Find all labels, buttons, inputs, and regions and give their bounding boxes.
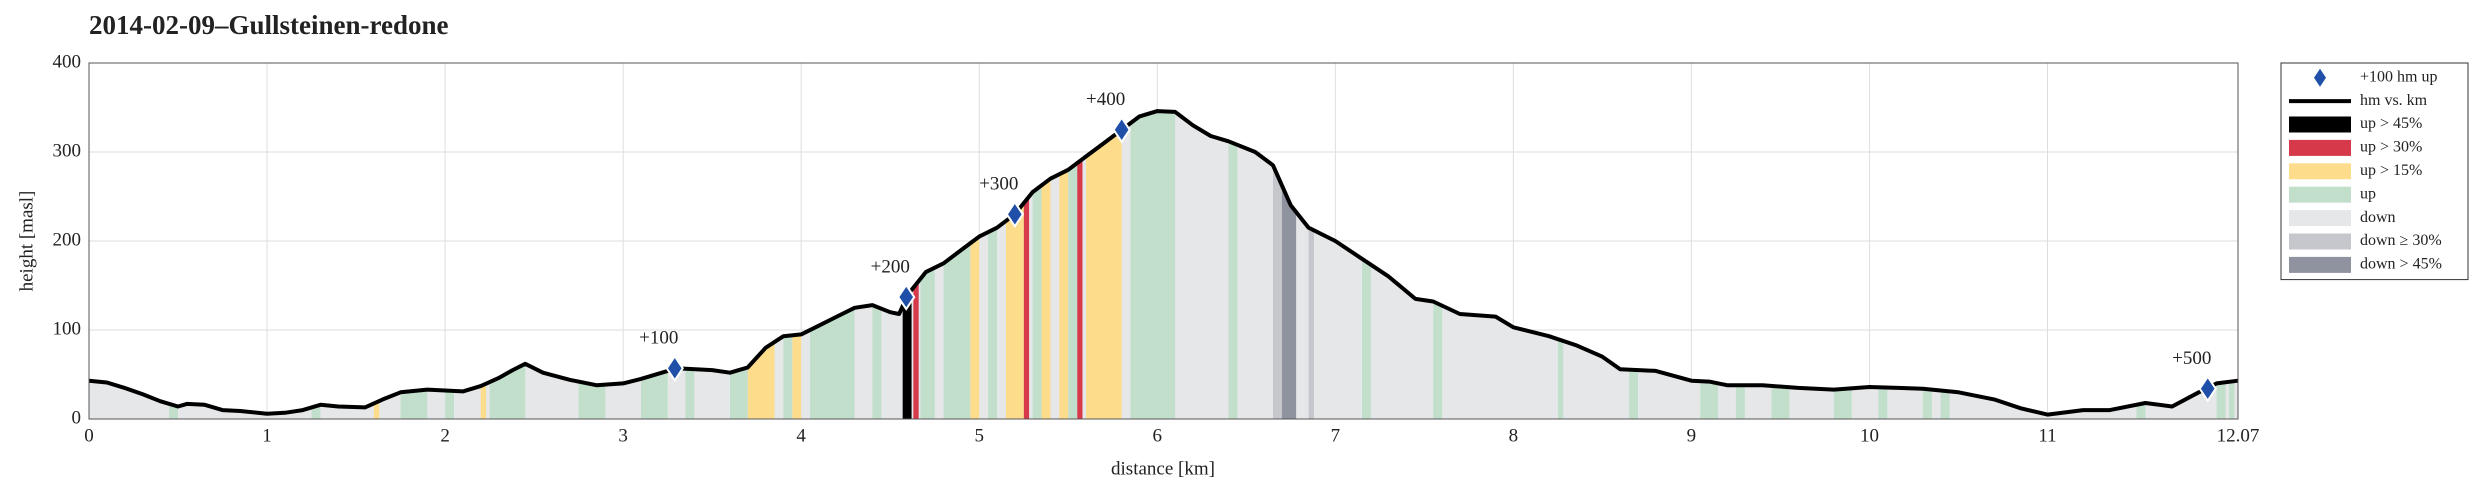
legend-label: down > 45% bbox=[2360, 256, 2442, 273]
marker-label: +200 bbox=[871, 256, 910, 277]
legend-label: up > 45% bbox=[2360, 115, 2422, 132]
marker-label: +400 bbox=[1086, 89, 1125, 110]
legend-label: down bbox=[2360, 209, 2396, 226]
band bbox=[1077, 111, 1083, 419]
legend-swatch bbox=[2289, 139, 2351, 156]
legend-swatch bbox=[2289, 210, 2351, 227]
marker bbox=[665, 354, 684, 383]
marker-label: +500 bbox=[2172, 348, 2211, 369]
marker bbox=[2198, 374, 2217, 403]
y-tick-label: 400 bbox=[53, 51, 82, 72]
legend-label: hm vs. km bbox=[2360, 92, 2428, 109]
y-tick-label: 100 bbox=[53, 318, 82, 339]
chart-title: 2014-02-09–Gullsteinen-redone bbox=[89, 10, 449, 40]
legend-swatch bbox=[2289, 256, 2351, 273]
band bbox=[1362, 111, 1371, 419]
band bbox=[1041, 111, 1051, 419]
legend-label: up > 30% bbox=[2360, 139, 2422, 156]
band bbox=[1272, 111, 1282, 419]
x-tick-label: 2 bbox=[440, 425, 450, 446]
legend-swatch bbox=[2289, 163, 2351, 180]
axes-frame bbox=[88, 62, 2239, 420]
x-axis-label: distance [km] bbox=[1111, 458, 1215, 479]
x-tick-label: 8 bbox=[1509, 425, 1519, 446]
marker bbox=[1005, 200, 1025, 229]
band bbox=[1023, 111, 1030, 419]
y-axis-label: height [masl] bbox=[16, 191, 37, 292]
band bbox=[1228, 111, 1238, 419]
y-tick-label: 0 bbox=[72, 407, 82, 428]
x-tick-label: 5 bbox=[974, 425, 984, 446]
band bbox=[1130, 111, 1176, 419]
legend-label: up > 15% bbox=[2360, 162, 2422, 179]
band bbox=[988, 111, 998, 419]
band bbox=[1032, 111, 1042, 419]
x-tick-label: 9 bbox=[1687, 425, 1697, 446]
x-tick-label: 6 bbox=[1153, 425, 1163, 446]
legend-label: +100 hm up bbox=[2360, 68, 2437, 85]
band bbox=[1005, 111, 1024, 419]
band bbox=[1086, 111, 1122, 419]
band bbox=[1059, 111, 1069, 419]
legend-label: down ≥ 30% bbox=[2360, 232, 2442, 249]
x-tick-label: 7 bbox=[1331, 425, 1341, 446]
marker-label: +100 bbox=[639, 328, 678, 349]
legend-marker bbox=[2314, 68, 2326, 87]
legend-swatch bbox=[2289, 186, 2351, 203]
band bbox=[1068, 111, 1078, 419]
band bbox=[1281, 111, 1297, 419]
x-tick-label: 11 bbox=[2038, 425, 2056, 446]
x-tick-label: 12.07 bbox=[2217, 425, 2260, 446]
profile-line bbox=[88, 109, 2239, 417]
x-tick-label: 0 bbox=[84, 425, 94, 446]
x-tick-label: 4 bbox=[796, 425, 806, 446]
x-tick-label: 1 bbox=[262, 425, 272, 446]
x-tick-label: 10 bbox=[1860, 425, 1879, 446]
legend-label: up bbox=[2360, 185, 2376, 202]
y-tick-label: 200 bbox=[53, 229, 82, 250]
marker bbox=[897, 283, 916, 311]
band bbox=[1308, 111, 1314, 419]
marker bbox=[1112, 115, 1131, 144]
legend-swatch bbox=[2289, 116, 2351, 133]
band bbox=[970, 111, 980, 419]
marker-label: +300 bbox=[979, 174, 1018, 195]
legend-swatch bbox=[2289, 233, 2351, 250]
y-tick-label: 300 bbox=[53, 140, 82, 161]
x-tick-label: 3 bbox=[618, 425, 628, 446]
